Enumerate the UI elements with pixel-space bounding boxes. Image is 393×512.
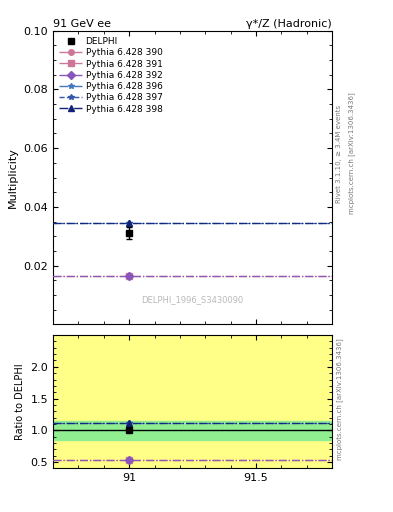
Bar [53,367,332,462]
Text: mcplots.cern.ch [arXiv:1306.3436]: mcplots.cern.ch [arXiv:1306.3436] [348,93,354,215]
Bar [53,421,332,440]
Text: mcplots.cern.ch [arXiv:1306.3436]: mcplots.cern.ch [arXiv:1306.3436] [336,338,343,460]
Y-axis label: Multiplicity: Multiplicity [8,147,18,208]
Text: γ*/Z (Hadronic): γ*/Z (Hadronic) [246,18,332,29]
Bar [53,335,332,367]
Legend: DELPHI, Pythia 6.428 390, Pythia 6.428 391, Pythia 6.428 392, Pythia 6.428 396, : DELPHI, Pythia 6.428 390, Pythia 6.428 3… [57,35,164,115]
Bar [53,462,332,468]
Text: Rivet 3.1.10, ≥ 3.4M events: Rivet 3.1.10, ≥ 3.4M events [336,104,342,203]
Y-axis label: Ratio to DELPHI: Ratio to DELPHI [15,364,25,440]
Text: DELPHI_1996_S3430090: DELPHI_1996_S3430090 [141,295,244,304]
Text: 91 GeV ee: 91 GeV ee [53,18,111,29]
